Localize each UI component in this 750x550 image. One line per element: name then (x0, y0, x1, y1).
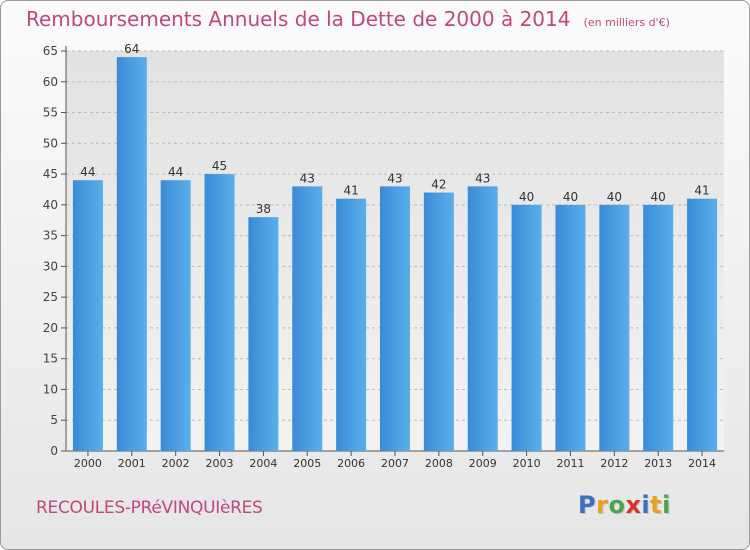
bar (423, 192, 454, 452)
x-tick-label: 2005 (293, 457, 321, 470)
proxiti-logo: Proxiti (578, 491, 671, 519)
bar (380, 186, 410, 451)
logo-letter: i (641, 491, 651, 519)
chart-subtitle: (en milliers d'€) (583, 16, 670, 29)
bar (599, 204, 630, 451)
logo-letter: P (578, 491, 597, 519)
x-tick-label: 2004 (249, 457, 277, 470)
x-tick-label: 2000 (74, 457, 102, 470)
bar-value-label: 43 (387, 171, 402, 185)
bar (643, 204, 674, 451)
y-tick-label: 0 (50, 444, 58, 458)
bar-value-label: 41 (343, 184, 358, 198)
x-tick-label: 2006 (337, 457, 365, 470)
bar (467, 186, 498, 451)
y-tick-label: 50 (43, 136, 58, 150)
bar-value-label: 44 (80, 165, 95, 179)
y-tick-label: 25 (43, 290, 58, 304)
y-tick-label: 5 (50, 413, 58, 427)
y-tick-label: 35 (43, 229, 58, 243)
logo-letter: r (596, 491, 609, 519)
x-tick-label: 2013 (644, 457, 672, 470)
bar (511, 204, 542, 451)
bar (555, 204, 586, 451)
bar (248, 217, 279, 451)
bar-value-label: 40 (607, 190, 622, 204)
y-tick-label: 15 (43, 352, 58, 366)
bar-value-label: 43 (475, 171, 490, 185)
x-tick-label: 2014 (688, 457, 716, 470)
x-tick-label: 2007 (381, 457, 409, 470)
bar (687, 198, 718, 451)
bar (336, 198, 367, 451)
bar (72, 180, 103, 451)
x-tick-label: 2009 (469, 457, 497, 470)
x-tick-label: 2002 (162, 457, 190, 470)
y-tick-label: 10 (43, 382, 58, 396)
bar-value-label: 64 (124, 42, 139, 56)
bar (116, 57, 147, 452)
logo-letter: x (625, 491, 642, 519)
y-tick-label: 55 (43, 106, 58, 120)
y-tick-label: 30 (43, 259, 58, 273)
title-row: Remboursements Annuels de la Dette de 20… (26, 7, 670, 31)
bar-value-label: 40 (563, 190, 578, 204)
bar-value-label: 43 (300, 171, 315, 185)
bar (160, 180, 191, 451)
bar-value-label: 45 (212, 159, 227, 173)
x-tick-label: 2012 (600, 457, 628, 470)
bar-value-label: 40 (519, 190, 534, 204)
y-tick-label: 40 (43, 198, 58, 212)
bar-value-label: 42 (431, 178, 446, 192)
bar-value-label: 38 (256, 202, 271, 216)
chart-title: Remboursements Annuels de la Dette de 20… (26, 7, 571, 31)
y-tick-label: 65 (43, 44, 58, 58)
x-tick-label: 2011 (556, 457, 584, 470)
logo-letter: t (650, 491, 663, 519)
logo-letter: i (662, 491, 671, 519)
y-tick-label: 60 (43, 75, 58, 89)
y-tick-label: 45 (43, 167, 58, 181)
x-tick-label: 2001 (118, 457, 146, 470)
logo-letter: o (608, 491, 626, 519)
x-tick-label: 2008 (425, 457, 453, 470)
x-tick-label: 2003 (206, 457, 234, 470)
bar-value-label: 44 (168, 165, 183, 179)
bar-value-label: 40 (651, 190, 666, 204)
bar (204, 174, 235, 452)
y-tick-label: 20 (43, 321, 58, 335)
bar (292, 186, 323, 451)
x-tick-label: 2010 (513, 457, 541, 470)
commune-name: RECOULES-PRéVINQUIèRES (36, 498, 263, 518)
bar-value-label: 41 (694, 184, 709, 198)
